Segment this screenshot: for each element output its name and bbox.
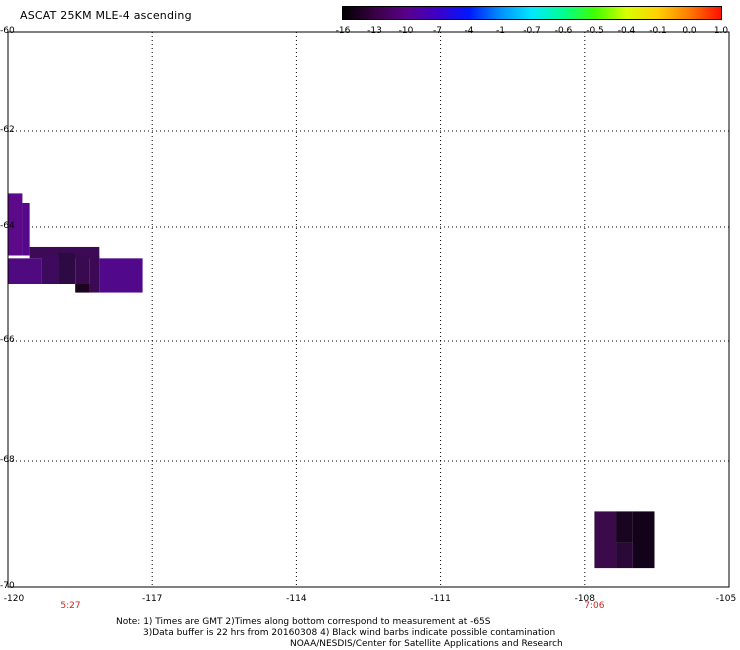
latitude-label: -62 <box>0 125 15 135</box>
swath-cell <box>41 255 59 284</box>
colorbar-tick-label: -0.4 <box>617 26 636 36</box>
swath-cell <box>616 511 633 543</box>
latitude-label: -64 <box>0 221 15 231</box>
latitude-label: -66 <box>0 335 15 345</box>
note-line-2: 3)Data buffer is 22 hrs from 20160308 4)… <box>143 628 556 638</box>
colorbar-tick-label: -1 <box>496 26 505 36</box>
longitude-label: -117 <box>141 594 163 604</box>
swath-cell <box>632 511 655 569</box>
note-line-3: NOAA/NESDIS/Center for Satellite Applica… <box>290 639 563 649</box>
longitude-label: -105 <box>715 594 737 604</box>
colorbar-tick-label: 0.0 <box>682 26 697 36</box>
colorbar-tick-label: -13 <box>367 26 382 36</box>
swath-cell <box>616 542 633 569</box>
colorbar-tick-label: -4 <box>464 26 474 36</box>
colorbar-tick-label: -7 <box>433 26 442 36</box>
colorbar-tick-label: -10 <box>398 26 414 36</box>
longitude-label: -120 <box>3 594 25 604</box>
latitude-label: -70 <box>0 581 15 591</box>
colorbar-tick-label: -16 <box>335 26 351 36</box>
longitude-label: -111 <box>430 594 451 604</box>
swath-cell <box>58 252 76 284</box>
swath-cell <box>8 258 42 284</box>
latitude-label: -68 <box>0 455 15 465</box>
latitude-label: -60 <box>0 26 15 36</box>
map-frame <box>7 31 730 588</box>
swath-cell <box>75 255 90 293</box>
colorbar-tick-label: -0.1 <box>649 26 667 36</box>
product-title: ASCAT 25KM MLE-4 ascending <box>20 9 192 22</box>
swath-cell <box>594 511 617 569</box>
swath-cell <box>89 255 100 293</box>
swath-cell <box>8 193 23 256</box>
pass-time-label: 7:06 <box>584 601 605 611</box>
colorbar-tick-label: 1.0 <box>713 26 729 36</box>
note-line-1: Note: 1) Times are GMT 2)Times along bot… <box>116 617 491 627</box>
colorbar <box>342 6 722 20</box>
colorbar-tick-label: -0.5 <box>586 26 604 36</box>
graticule <box>8 32 729 587</box>
swath-cell <box>99 258 143 293</box>
swath-cell <box>75 284 90 293</box>
pass-time-label: 5:27 <box>60 601 81 611</box>
colorbar-tick-label: -0.6 <box>554 26 573 36</box>
swath-cell <box>22 203 30 256</box>
colorbar-tick-label: -0.7 <box>523 26 541 36</box>
longitude-label: -108 <box>574 594 596 604</box>
data-swaths <box>8 193 655 569</box>
longitude-label: -114 <box>286 594 307 604</box>
